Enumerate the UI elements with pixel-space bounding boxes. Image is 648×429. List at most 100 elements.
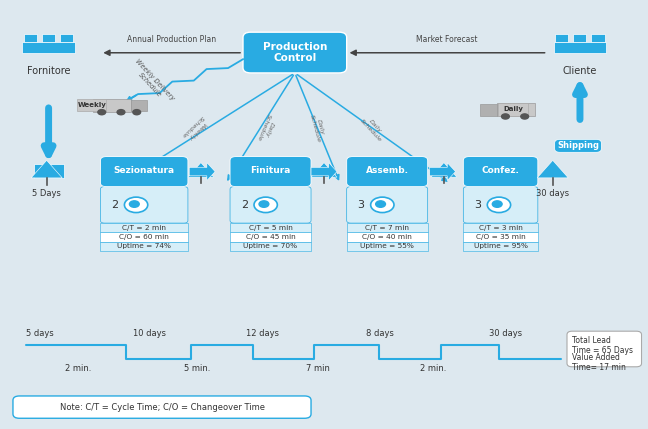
Text: Uptime = 95%: Uptime = 95% bbox=[474, 243, 527, 249]
Text: C/O = 35 min: C/O = 35 min bbox=[476, 234, 526, 240]
Text: 5 days: 5 days bbox=[26, 329, 54, 338]
Bar bbox=[60, 34, 73, 42]
Circle shape bbox=[254, 197, 277, 213]
Circle shape bbox=[259, 201, 269, 207]
Text: 3: 3 bbox=[474, 200, 481, 210]
Text: Confez.: Confez. bbox=[481, 166, 520, 175]
Bar bbox=[463, 242, 538, 251]
Bar bbox=[230, 233, 311, 242]
Text: Finitura: Finitura bbox=[250, 166, 291, 175]
Text: Daily
Schedule: Daily Schedule bbox=[308, 113, 327, 144]
Text: Shipping: Shipping bbox=[557, 142, 599, 150]
Text: Uptime = 55%: Uptime = 55% bbox=[360, 243, 414, 249]
Bar bbox=[555, 34, 568, 42]
Text: Market Forecast: Market Forecast bbox=[417, 35, 478, 44]
Text: Daily
Schedule: Daily Schedule bbox=[256, 113, 277, 144]
Circle shape bbox=[130, 201, 139, 207]
FancyBboxPatch shape bbox=[230, 187, 311, 223]
Bar bbox=[463, 223, 538, 233]
Bar bbox=[480, 104, 496, 115]
Text: 3: 3 bbox=[358, 200, 364, 210]
Polygon shape bbox=[537, 160, 568, 178]
Bar bbox=[347, 242, 428, 251]
FancyBboxPatch shape bbox=[463, 157, 538, 187]
Text: Total Lead
Time = 65 Days: Total Lead Time = 65 Days bbox=[572, 336, 632, 355]
FancyBboxPatch shape bbox=[100, 187, 188, 223]
FancyBboxPatch shape bbox=[463, 187, 538, 223]
Polygon shape bbox=[188, 163, 214, 177]
Bar bbox=[230, 242, 311, 251]
Polygon shape bbox=[311, 163, 337, 177]
Text: C/T = 3 min: C/T = 3 min bbox=[479, 225, 522, 231]
Text: 10 days: 10 days bbox=[133, 329, 166, 338]
Text: 5 Days: 5 Days bbox=[32, 190, 61, 198]
Bar bbox=[77, 99, 106, 111]
Text: Daily: Daily bbox=[503, 106, 523, 112]
Text: Value Added
Time= 17 min: Value Added Time= 17 min bbox=[572, 353, 625, 372]
Bar bbox=[496, 103, 535, 116]
Circle shape bbox=[98, 109, 106, 115]
Bar bbox=[100, 242, 188, 251]
Text: Uptime = 70%: Uptime = 70% bbox=[244, 243, 297, 249]
Bar bbox=[100, 223, 188, 233]
Text: 2 min.: 2 min. bbox=[420, 364, 446, 373]
Circle shape bbox=[371, 197, 394, 213]
Text: 8 days: 8 days bbox=[366, 329, 394, 338]
Circle shape bbox=[133, 109, 141, 115]
FancyBboxPatch shape bbox=[230, 157, 311, 187]
Text: C/T = 7 min: C/T = 7 min bbox=[365, 225, 409, 231]
Bar bbox=[347, 223, 428, 233]
Bar bbox=[22, 42, 75, 53]
Text: Weekly Delivery
Schedule: Weekly Delivery Schedule bbox=[129, 58, 176, 106]
FancyBboxPatch shape bbox=[567, 331, 642, 367]
Text: Weekly
Schedule: Weekly Schedule bbox=[180, 115, 209, 142]
Bar bbox=[498, 103, 527, 115]
Text: 12 days: 12 days bbox=[246, 329, 279, 338]
Circle shape bbox=[376, 201, 386, 207]
Text: C/O = 60 min: C/O = 60 min bbox=[119, 234, 169, 240]
FancyBboxPatch shape bbox=[13, 396, 311, 418]
Text: Annual Production Plan: Annual Production Plan bbox=[127, 35, 216, 44]
Text: Production
Control: Production Control bbox=[262, 42, 327, 63]
Text: 30 days: 30 days bbox=[536, 190, 570, 198]
Text: 2: 2 bbox=[111, 200, 118, 210]
Polygon shape bbox=[311, 163, 337, 181]
Bar bbox=[34, 164, 64, 178]
Polygon shape bbox=[431, 163, 457, 177]
Text: Fornitore: Fornitore bbox=[27, 66, 71, 76]
Polygon shape bbox=[430, 163, 456, 181]
Text: Daily
Schedule: Daily Schedule bbox=[359, 114, 386, 142]
Bar bbox=[230, 223, 311, 233]
Text: C/T = 2 min: C/T = 2 min bbox=[122, 225, 166, 231]
Bar bbox=[592, 34, 605, 42]
Bar bbox=[573, 34, 586, 42]
Bar bbox=[347, 233, 428, 242]
Text: Sezionatura: Sezionatura bbox=[113, 166, 175, 175]
FancyBboxPatch shape bbox=[347, 187, 428, 223]
Bar bbox=[553, 42, 607, 53]
Text: Weekly: Weekly bbox=[77, 102, 106, 108]
Bar bbox=[42, 34, 55, 42]
Bar bbox=[463, 233, 538, 242]
Bar bbox=[93, 99, 131, 112]
Circle shape bbox=[521, 114, 529, 119]
Text: C/O = 40 min: C/O = 40 min bbox=[362, 234, 412, 240]
Text: 30 days: 30 days bbox=[489, 329, 522, 338]
Text: Assemb.: Assemb. bbox=[365, 166, 409, 175]
Circle shape bbox=[117, 109, 125, 115]
Circle shape bbox=[124, 197, 148, 213]
Text: Note: C/T = Cycle Time; C/O = Changeover Time: Note: C/T = Cycle Time; C/O = Changeover… bbox=[60, 403, 264, 411]
Circle shape bbox=[492, 201, 502, 207]
Polygon shape bbox=[189, 163, 215, 181]
Bar bbox=[24, 34, 37, 42]
Text: Cliente: Cliente bbox=[562, 66, 597, 76]
FancyBboxPatch shape bbox=[555, 139, 601, 152]
Polygon shape bbox=[31, 160, 62, 178]
Text: 2 min.: 2 min. bbox=[65, 364, 91, 373]
Text: 2: 2 bbox=[241, 200, 248, 210]
FancyBboxPatch shape bbox=[100, 157, 188, 187]
Text: 7 min: 7 min bbox=[306, 364, 329, 373]
FancyBboxPatch shape bbox=[347, 157, 428, 187]
Text: C/T = 5 min: C/T = 5 min bbox=[249, 225, 292, 231]
Circle shape bbox=[502, 114, 509, 119]
